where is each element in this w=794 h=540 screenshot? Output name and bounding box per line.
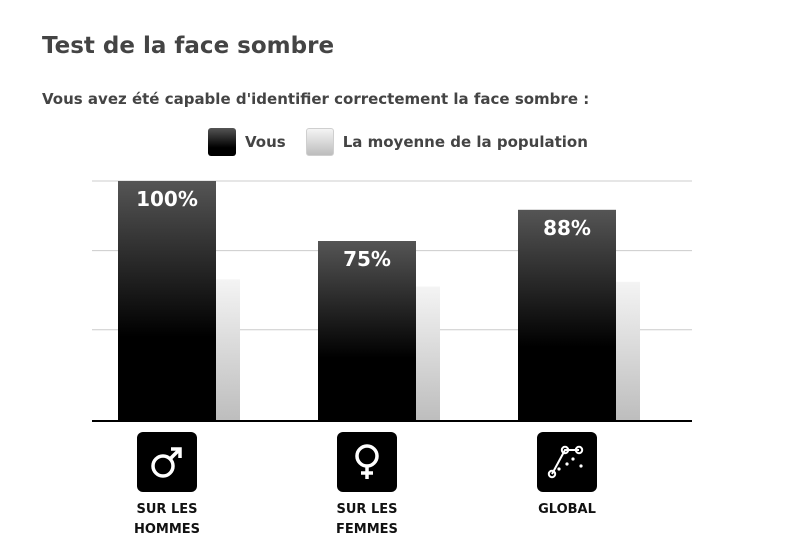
legend-item-you: Vous: [208, 128, 286, 156]
legend-label-you: Vous: [245, 133, 286, 151]
bar-you-2: [518, 209, 616, 421]
chart-subtitle: Vous avez été capable d'identifier corre…: [42, 90, 590, 108]
legend-swatch-you: [208, 128, 236, 156]
legend-label-average: La moyenne de la population: [342, 133, 588, 151]
data-label-you-0: 100%: [136, 187, 198, 211]
data-label-you-1: 75%: [343, 247, 391, 271]
category-global: GLOBAL: [507, 432, 627, 520]
bar-average-2: [616, 281, 640, 421]
category-label-global: GLOBAL: [538, 502, 596, 517]
category-label-men: SUR LES HOMMES: [133, 502, 201, 537]
bar-you-0: [118, 181, 216, 421]
scatter-plot-icon: [537, 432, 597, 492]
page-title: Test de la face sombre: [42, 33, 335, 59]
chart-legend: Vous La moyenne de la population: [208, 128, 608, 156]
category-label-women: SUR LES FEMMES: [336, 502, 398, 537]
bar-average-0: [216, 279, 240, 421]
bar-average-1: [416, 286, 440, 421]
male-icon: [137, 432, 197, 492]
category-men: SUR LES HOMMES: [107, 432, 227, 540]
female-icon: [337, 432, 397, 492]
legend-swatch-average: [305, 128, 334, 156]
category-women: SUR LES FEMMES: [307, 432, 427, 540]
data-label-you-2: 88%: [543, 216, 591, 240]
legend-item-average: La moyenne de la population: [305, 128, 588, 156]
bar-you-1: [318, 241, 416, 421]
